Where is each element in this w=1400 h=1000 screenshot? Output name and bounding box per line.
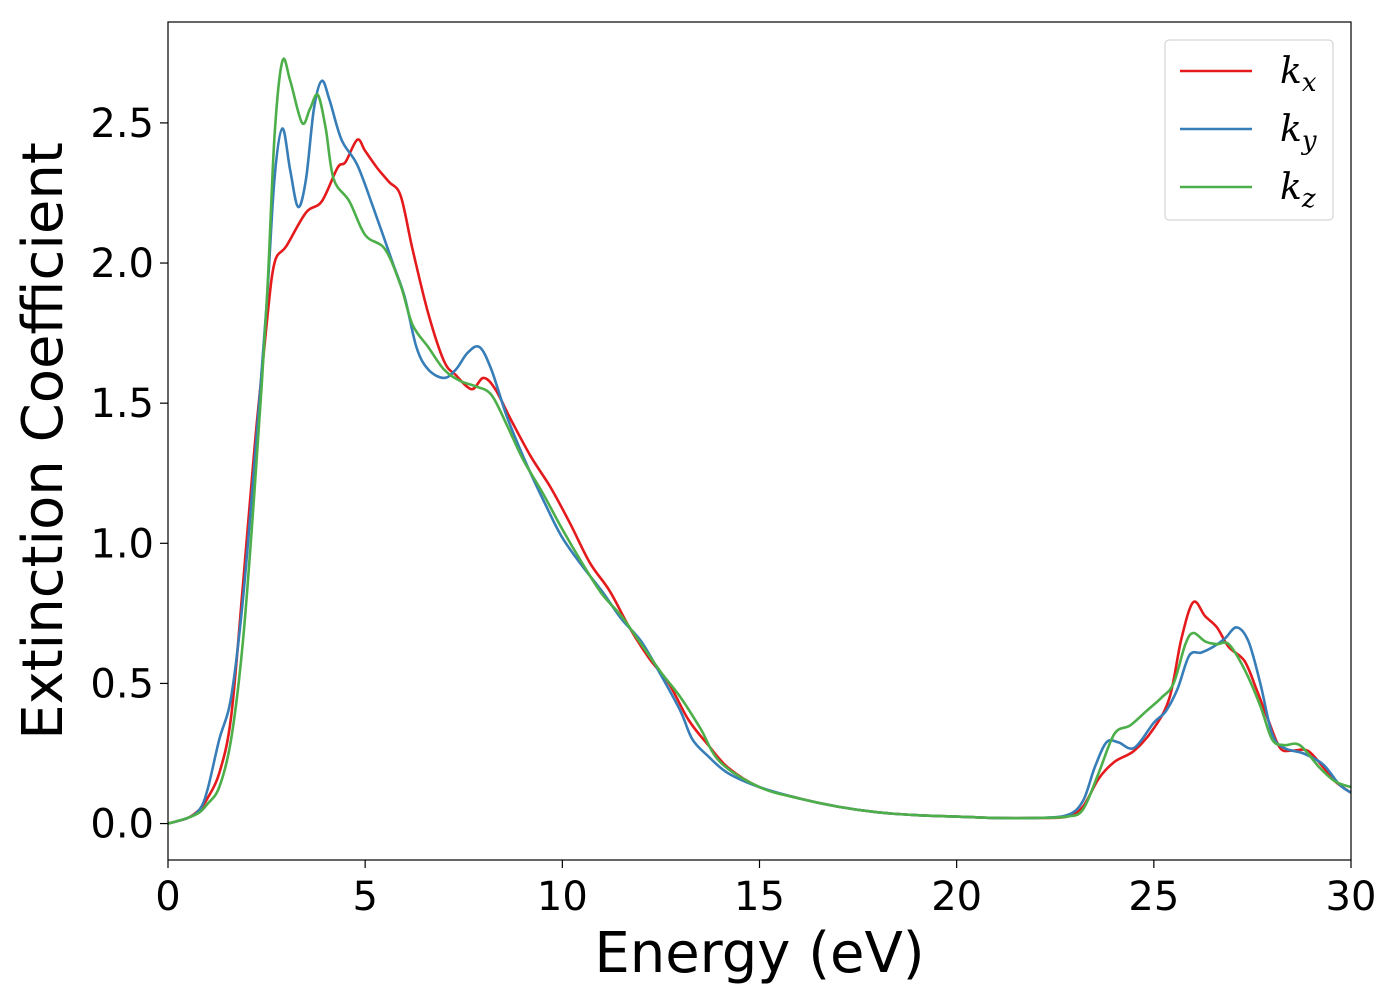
x-tick-label: 0 — [155, 874, 180, 920]
y-tick-label: 1.0 — [90, 521, 154, 567]
x-tick-label: 25 — [1128, 874, 1179, 920]
legend-label-x: kx — [1280, 51, 1317, 98]
x-tick-label: 5 — [352, 874, 377, 920]
y-axis-title: Extinction Coefficient — [11, 142, 76, 740]
legend: kx ky kz — [1164, 39, 1334, 221]
x-tick-label: 15 — [734, 874, 785, 920]
series-layer — [167, 57, 1352, 825]
y-axis-ticks: 0.0 0.5 1.0 1.5 2.0 2.5 — [90, 101, 168, 848]
x-axis-title: Energy (eV) — [594, 921, 924, 986]
x-axis-ticks: 0 5 10 15 20 25 30 — [155, 860, 1376, 920]
series-line-z — [167, 57, 1352, 825]
x-tick-label: 10 — [537, 874, 588, 920]
y-tick-label: 0.5 — [90, 661, 154, 707]
y-tick-label: 0.0 — [90, 802, 154, 848]
x-tick-label: 30 — [1326, 874, 1377, 920]
x-tick-label: 20 — [931, 874, 982, 920]
plot-area — [168, 22, 1351, 860]
y-tick-label: 2.0 — [90, 241, 154, 287]
legend-label-y: ky — [1280, 109, 1317, 156]
legend-label-z: kz — [1280, 167, 1316, 214]
y-tick-label: 1.5 — [90, 381, 154, 427]
y-tick-label: 2.5 — [90, 101, 154, 147]
